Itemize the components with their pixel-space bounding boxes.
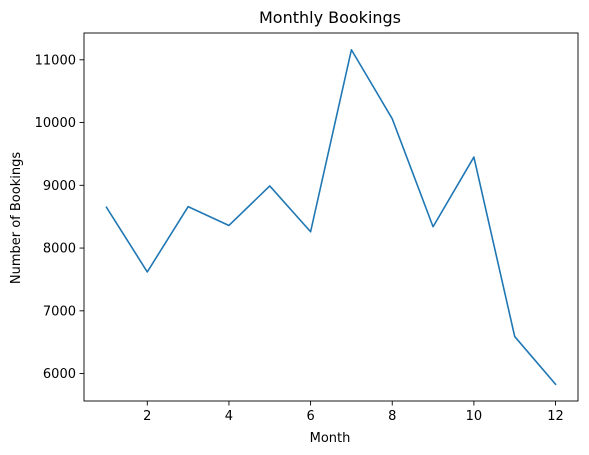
chart-title: Monthly Bookings	[259, 8, 401, 27]
plot-frame	[83, 32, 579, 402]
y-tick-label: 7000	[43, 304, 76, 319]
y-tick-label: 11000	[35, 53, 76, 68]
x-axis: 2 4 6 8 10 12	[143, 401, 564, 424]
y-axis-label: Number of Bookings	[9, 152, 24, 284]
y-tick-label: 8000	[43, 242, 76, 257]
y-tick-label: 10000	[35, 116, 76, 131]
x-tick-label: 8	[388, 409, 396, 424]
series-line-0	[105, 48, 557, 386]
y-tick-label: 6000	[43, 367, 76, 382]
x-axis-label: Month	[310, 431, 351, 446]
y-axis: 6000 7000 8000 9000 10000 11000	[35, 53, 84, 382]
x-tick-label: 4	[225, 409, 233, 424]
x-tick-label: 2	[143, 409, 151, 424]
plot-area	[83, 32, 579, 402]
x-tick-label: 6	[306, 409, 314, 424]
x-tick-label: 12	[547, 409, 564, 424]
x-tick-label: 10	[466, 409, 483, 424]
y-tick-label: 9000	[43, 179, 76, 194]
